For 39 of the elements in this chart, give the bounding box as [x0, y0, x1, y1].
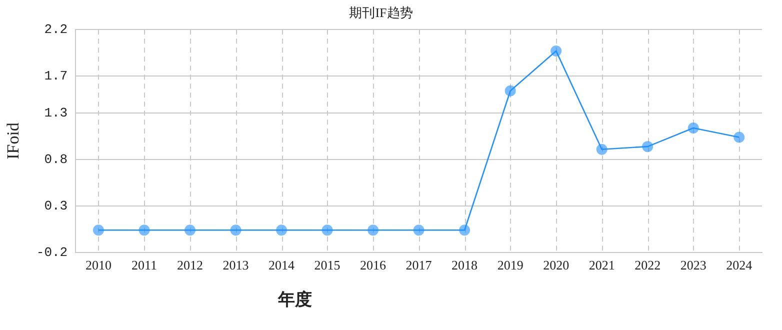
x-tick-label: 2018	[452, 258, 478, 273]
y-tick-label: 0.8	[44, 152, 68, 168]
x-tick-label: 2020	[543, 258, 570, 273]
x-tick-label: 2017	[406, 258, 432, 273]
point	[459, 224, 470, 236]
x-tick-label: 2012	[177, 258, 204, 273]
x-tick-label: 2023	[680, 258, 706, 273]
y-tick-label: 1.3	[44, 106, 68, 121]
x-tick-label: 2019	[497, 258, 524, 273]
point	[184, 224, 196, 236]
chart-title: 期刊IF趋势	[349, 5, 413, 20]
y-tick-label: 1.7	[44, 68, 68, 84]
x-tick-label: 2022	[634, 258, 661, 273]
x-axis-title: 年度	[278, 289, 312, 311]
point	[368, 224, 379, 236]
point	[596, 144, 608, 155]
x-tick-label: 2021	[588, 258, 615, 273]
point	[550, 45, 562, 56]
point	[138, 224, 150, 236]
point	[92, 224, 104, 236]
point	[688, 122, 699, 134]
x-tick-label: 2016	[360, 258, 387, 273]
x-tick-label: 2010	[85, 258, 112, 273]
x-tick-label: 2013	[222, 258, 249, 273]
x-tick-label: 2015	[314, 258, 340, 273]
point	[504, 85, 516, 96]
point	[734, 132, 745, 143]
point	[276, 224, 288, 236]
x-tick-label: 2011	[131, 258, 158, 273]
y-tick-label: 0.3	[44, 198, 68, 214]
y-axis-title: IFoid	[4, 122, 23, 160]
point	[642, 141, 654, 152]
point	[413, 224, 424, 236]
x-tick-label: 2014	[268, 258, 296, 273]
point	[230, 224, 242, 236]
point	[322, 224, 333, 236]
y-tick-label: 2.2	[44, 22, 68, 38]
x-tick-label: 2024	[726, 258, 753, 273]
y-tick-label: -0.2	[36, 244, 68, 260]
